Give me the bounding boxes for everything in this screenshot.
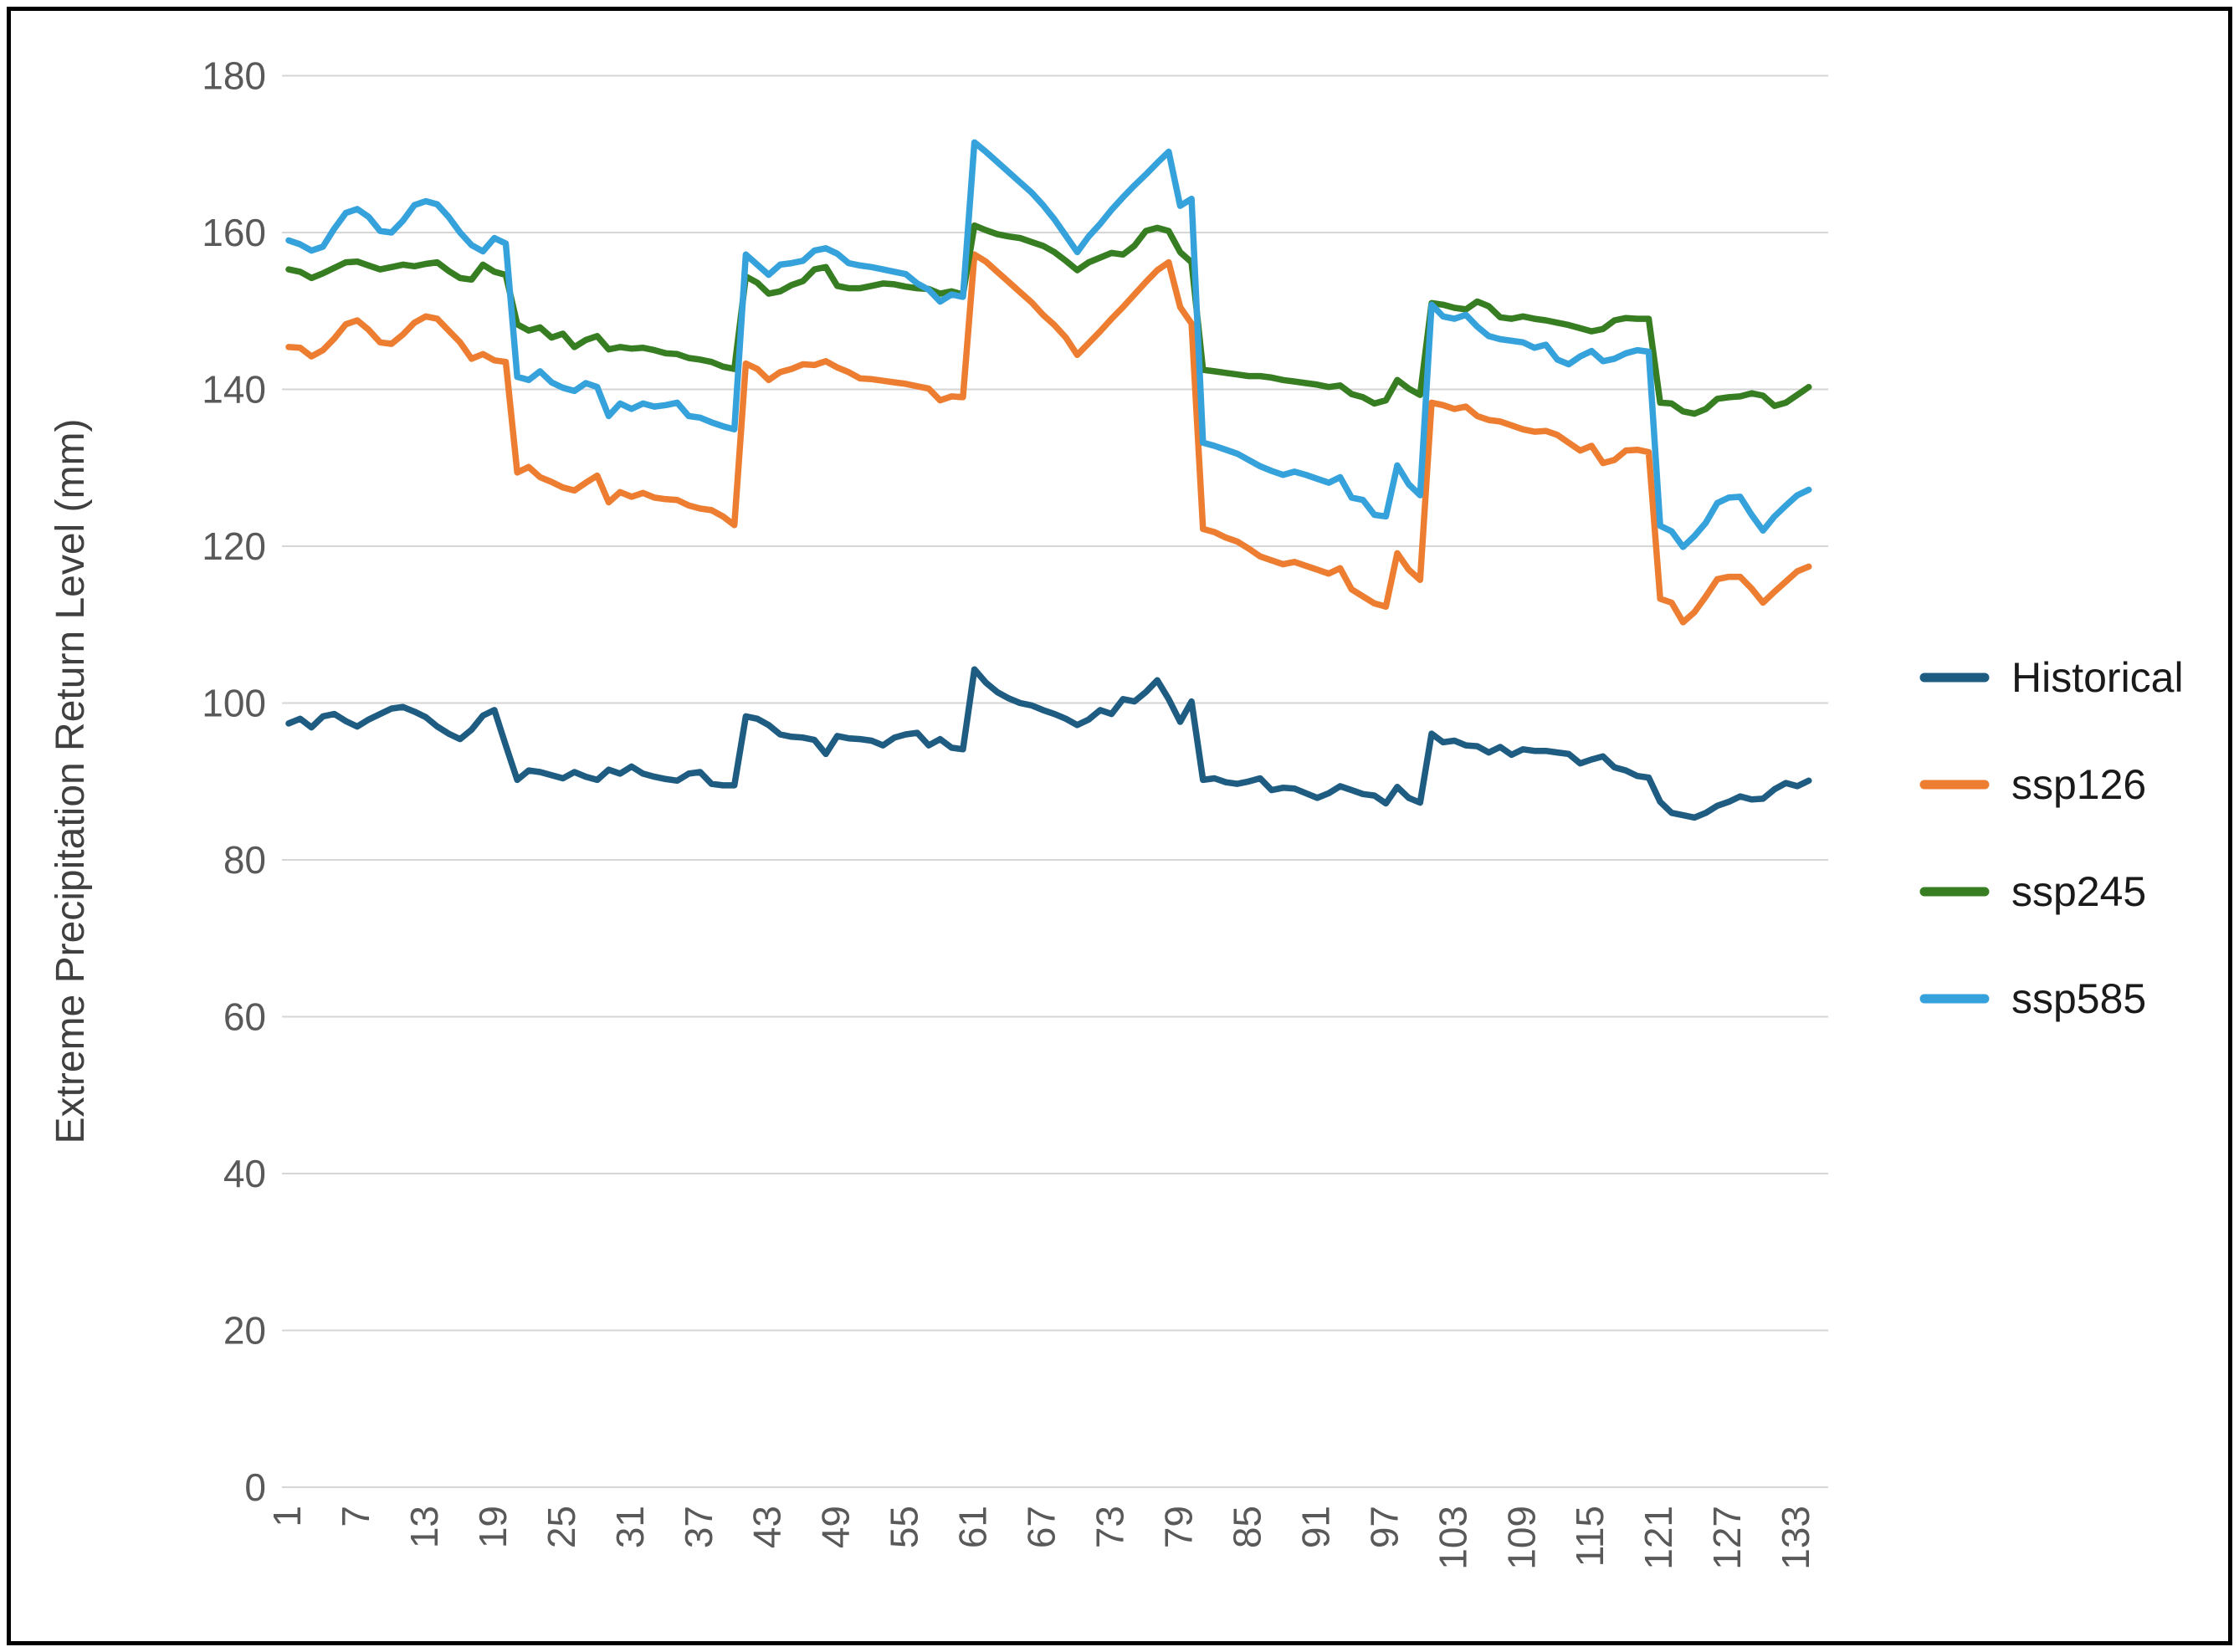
legend-label: Historical xyxy=(2011,654,2184,701)
x-tick-label: 127 xyxy=(1705,1506,1749,1570)
x-tick-label: 61 xyxy=(951,1506,995,1548)
x-tick-label: 37 xyxy=(677,1506,720,1548)
x-tick-label: 91 xyxy=(1294,1506,1337,1548)
gridlines xyxy=(282,74,1828,1488)
x-tick-label: 103 xyxy=(1431,1506,1474,1570)
y-tick-label: 80 xyxy=(223,838,266,882)
y-tick-label: 40 xyxy=(223,1152,266,1195)
x-tick-label: 43 xyxy=(745,1506,789,1548)
legend-item-ssp585: ssp585 xyxy=(1919,975,2146,1022)
y-axis-labels: 0 20 40 60 80 100 120 140 160 180 xyxy=(202,54,266,1510)
x-tick-label: 97 xyxy=(1362,1506,1406,1548)
legend-label: ssp126 xyxy=(2011,761,2146,808)
series-line-ssp585 xyxy=(285,139,1812,550)
legend-label: ssp245 xyxy=(2011,868,2146,915)
y-tick-label: 140 xyxy=(202,368,266,412)
y-tick-label: 20 xyxy=(223,1309,266,1353)
x-tick-label: 49 xyxy=(814,1506,858,1548)
y-tick-label: 160 xyxy=(202,211,266,254)
x-tick-label: 67 xyxy=(1020,1506,1063,1548)
series-line-ssp245 xyxy=(285,222,1812,417)
x-tick-label: 1 xyxy=(265,1506,309,1527)
legend-item-historical: Historical xyxy=(1919,654,2184,701)
x-tick-label: 109 xyxy=(1499,1506,1543,1570)
x-tick-label: 133 xyxy=(1774,1506,1817,1570)
x-tick-label: 115 xyxy=(1568,1506,1611,1567)
x-tick-label: 7 xyxy=(334,1506,377,1527)
legend: Historical ssp126 ssp245 ssp585 xyxy=(1919,654,2184,1022)
y-tick-label: 0 xyxy=(244,1465,266,1509)
x-tick-label: 85 xyxy=(1225,1506,1268,1548)
y-tick-label: 180 xyxy=(202,54,266,98)
x-tick-label: 25 xyxy=(540,1506,583,1548)
y-axis-title: Extreme Precipitation Return Level (mm) xyxy=(49,419,93,1144)
legend-item-ssp245: ssp245 xyxy=(1919,868,2146,915)
series-line-ssp126 xyxy=(285,251,1812,626)
series-lines xyxy=(285,139,1812,821)
x-tick-label: 19 xyxy=(471,1506,515,1548)
x-tick-label: 55 xyxy=(883,1506,926,1548)
x-tick-label: 31 xyxy=(608,1506,652,1548)
legend-item-ssp126: ssp126 xyxy=(1919,761,2146,808)
y-tick-label: 120 xyxy=(202,524,266,568)
y-tick-label: 60 xyxy=(223,995,266,1039)
x-tick-label: 79 xyxy=(1156,1506,1200,1548)
x-axis-labels: 1 7 13 19 25 31 37 43 49 55 61 67 73 79 85 91 97 103 109 11… xyxy=(265,1506,1817,1570)
x-tick-label: 13 xyxy=(402,1506,446,1548)
y-tick-label: 100 xyxy=(202,682,266,725)
series-line-historical xyxy=(285,666,1812,821)
legend-label: ssp585 xyxy=(2011,975,2146,1022)
x-tick-label: 121 xyxy=(1637,1506,1680,1570)
x-tick-label: 73 xyxy=(1089,1506,1132,1548)
